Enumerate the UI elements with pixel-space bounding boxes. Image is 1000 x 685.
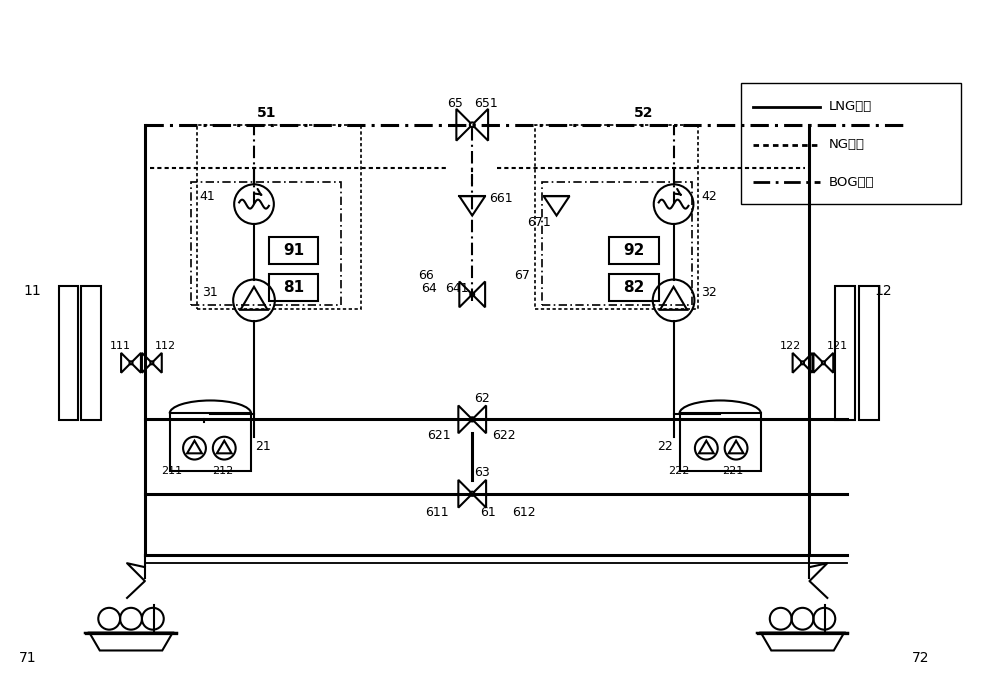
Bar — [542, 182, 692, 306]
Text: 621: 621 — [428, 429, 451, 443]
Text: LNG管线: LNG管线 — [828, 101, 872, 114]
Circle shape — [470, 417, 474, 421]
Text: 651: 651 — [474, 97, 498, 110]
Text: NG管线: NG管线 — [828, 138, 864, 151]
Bar — [269, 238, 318, 264]
Text: 12: 12 — [875, 284, 893, 299]
Text: 67: 67 — [514, 269, 530, 282]
Text: 11: 11 — [24, 284, 42, 299]
Circle shape — [822, 362, 825, 364]
Text: 82: 82 — [623, 280, 645, 295]
Text: 221: 221 — [722, 466, 743, 476]
Bar — [59, 286, 78, 421]
Bar — [197, 125, 361, 309]
Text: 122: 122 — [780, 341, 801, 351]
Circle shape — [470, 292, 474, 297]
Text: 611: 611 — [426, 506, 449, 519]
Text: 111: 111 — [110, 341, 131, 351]
Text: 52: 52 — [634, 106, 653, 120]
Text: 661: 661 — [489, 192, 513, 205]
Text: 63: 63 — [474, 466, 490, 479]
Text: 32: 32 — [701, 286, 717, 299]
Text: 64: 64 — [421, 282, 436, 295]
Circle shape — [130, 362, 133, 364]
Text: 112: 112 — [155, 341, 176, 351]
Text: 51: 51 — [257, 106, 276, 120]
Bar — [835, 286, 855, 421]
Text: 61: 61 — [480, 506, 496, 519]
Bar — [680, 414, 761, 471]
Bar — [269, 274, 318, 301]
Bar — [741, 83, 961, 204]
Text: 81: 81 — [283, 280, 304, 295]
Text: 671: 671 — [527, 216, 551, 229]
Text: 121: 121 — [826, 341, 847, 351]
Circle shape — [150, 362, 153, 364]
Text: 42: 42 — [701, 190, 717, 203]
Text: 65: 65 — [447, 97, 463, 110]
Text: 91: 91 — [283, 243, 304, 258]
Bar — [170, 414, 251, 471]
Text: 41: 41 — [199, 190, 215, 203]
Text: 211: 211 — [161, 466, 182, 476]
Text: 612: 612 — [512, 506, 536, 519]
Circle shape — [470, 492, 474, 496]
Bar — [81, 286, 101, 421]
Text: 622: 622 — [492, 429, 516, 443]
Text: 222: 222 — [669, 466, 690, 476]
Text: 92: 92 — [623, 243, 645, 258]
Text: 641: 641 — [445, 282, 469, 295]
Circle shape — [470, 123, 475, 127]
Text: BOG管线: BOG管线 — [828, 176, 874, 189]
Circle shape — [801, 362, 804, 364]
Text: 66: 66 — [418, 269, 433, 282]
Text: 72: 72 — [912, 651, 929, 665]
Text: 21: 21 — [255, 440, 271, 453]
Text: 22: 22 — [657, 440, 672, 453]
Text: 212: 212 — [212, 466, 234, 476]
Bar — [535, 125, 698, 309]
Text: 62: 62 — [474, 392, 490, 405]
Text: 31: 31 — [202, 286, 218, 299]
Bar — [191, 182, 341, 306]
Bar — [609, 274, 659, 301]
Bar — [609, 238, 659, 264]
Text: 71: 71 — [19, 651, 37, 665]
Bar — [859, 286, 879, 421]
